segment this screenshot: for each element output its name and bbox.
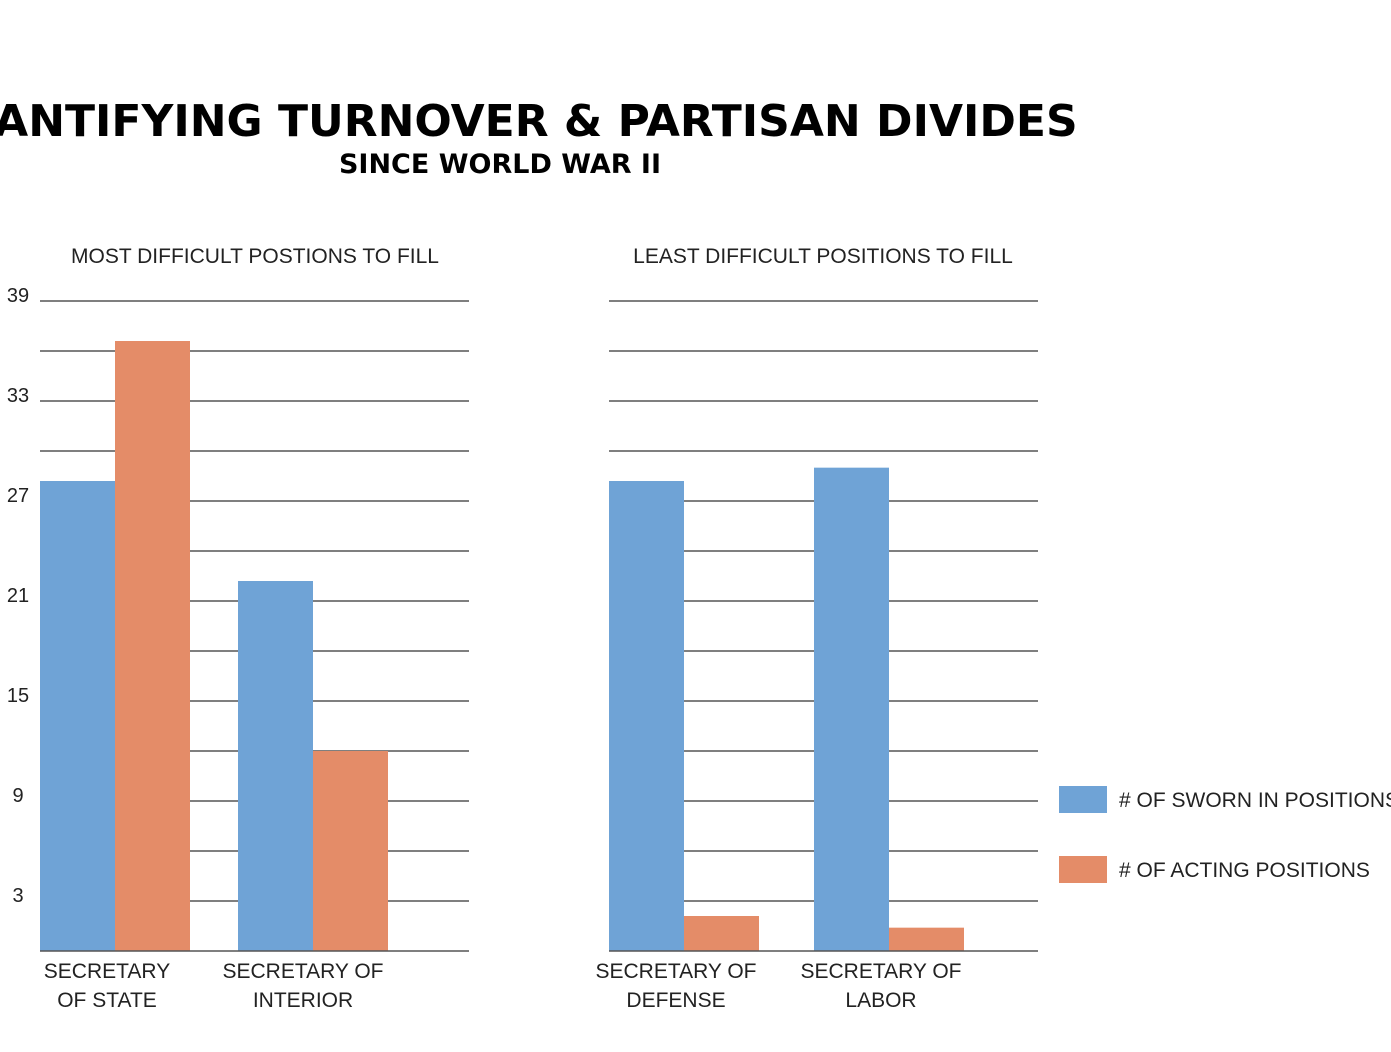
y-tick-label: 39	[7, 285, 29, 307]
category-label: SECRETARY OF LABOR	[800, 960, 961, 1012]
bar	[238, 581, 313, 951]
bar	[889, 927, 964, 951]
chart-panels: MOST DIFFICULT POSTIONS TO FILL SECRETARY…	[7, 245, 1038, 1012]
bar	[609, 481, 684, 951]
y-tick-label: 15	[7, 685, 29, 707]
legend: # OF SWORN IN POSITIONS # OF ACTING POSIT…	[1059, 786, 1391, 883]
legend-swatch	[1059, 856, 1107, 883]
category-label: SECRETARY OF STATE	[44, 960, 170, 1012]
bar	[313, 751, 388, 951]
panel-title: MOST DIFFICULT POSTIONS TO FILL	[71, 245, 439, 268]
legend-label: # OF SWORN IN POSITIONS	[1119, 789, 1391, 812]
bar	[814, 467, 889, 951]
chart-title: QUANTIFYING TURNOVER & PARTISAN DIVIDES	[0, 96, 1078, 147]
category-label: SECRETARY OF INTERIOR	[222, 960, 383, 1012]
y-tick-label: 21	[7, 585, 29, 607]
y-tick-label: 33	[7, 385, 29, 407]
chart-subtitle: SINCE WORLD WAR II	[339, 149, 661, 180]
legend-swatch	[1059, 786, 1107, 813]
panel-title: LEAST DIFFICULT POSITIONS TO FILL	[633, 245, 1013, 268]
legend-label: # OF ACTING POSITIONS	[1119, 859, 1370, 882]
bar	[115, 341, 190, 951]
bar	[40, 481, 115, 951]
y-tick-label: 3	[12, 885, 23, 907]
chart-panel-1: MOST DIFFICULT POSTIONS TO FILL SECRETARY…	[7, 245, 469, 1012]
category-label: SECRETARY OF DEFENSE	[595, 960, 756, 1012]
bar	[684, 916, 759, 951]
legend-item: # OF SWORN IN POSITIONS	[1059, 786, 1391, 813]
y-tick-label: 9	[12, 785, 23, 807]
y-tick-label: 27	[7, 485, 29, 507]
legend-item: # OF ACTING POSITIONS	[1059, 856, 1370, 883]
chart-panel-2: LEAST DIFFICULT POSITIONS TO FILL SECRETA…	[595, 245, 1038, 1012]
